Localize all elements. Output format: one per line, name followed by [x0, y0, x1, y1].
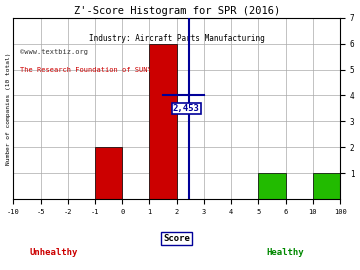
Bar: [95, 147, 122, 199]
Bar: [258, 173, 285, 199]
Bar: [149, 44, 177, 199]
Text: Industry: Aircraft Parts Manufacturing: Industry: Aircraft Parts Manufacturing: [89, 34, 265, 43]
Text: The Research Foundation of SUNY: The Research Foundation of SUNY: [20, 67, 152, 73]
Title: Z'-Score Histogram for SPR (2016): Z'-Score Histogram for SPR (2016): [73, 6, 280, 16]
Text: ©www.textbiz.org: ©www.textbiz.org: [20, 49, 88, 55]
Bar: [313, 173, 340, 199]
Text: Unhealthy: Unhealthy: [30, 248, 78, 257]
Text: 2,453: 2,453: [173, 104, 200, 113]
Text: Score: Score: [163, 234, 190, 243]
Text: Healthy: Healthy: [267, 248, 305, 257]
Y-axis label: Number of companies (10 total): Number of companies (10 total): [5, 52, 10, 165]
